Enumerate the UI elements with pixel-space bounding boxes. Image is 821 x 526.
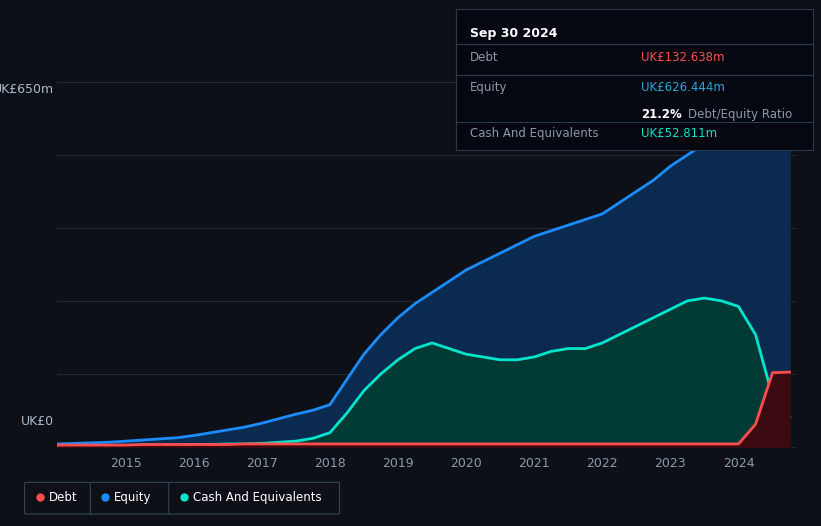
Text: UK£650m: UK£650m xyxy=(0,83,54,96)
FancyBboxPatch shape xyxy=(169,482,340,514)
Text: Cash And Equivalents: Cash And Equivalents xyxy=(193,491,321,503)
Text: Sep 30 2024: Sep 30 2024 xyxy=(470,27,557,41)
Text: Cash And Equivalents: Cash And Equivalents xyxy=(470,127,599,140)
Text: UK£0: UK£0 xyxy=(21,414,54,428)
Text: UK£132.638m: UK£132.638m xyxy=(641,51,725,64)
Text: Debt/Equity Ratio: Debt/Equity Ratio xyxy=(688,108,792,120)
Text: 21.2%: 21.2% xyxy=(641,108,682,120)
Text: Debt: Debt xyxy=(48,491,77,503)
Text: UK£626.444m: UK£626.444m xyxy=(641,81,725,94)
Text: Equity: Equity xyxy=(470,81,507,94)
Text: UK£52.811m: UK£52.811m xyxy=(641,127,718,140)
FancyBboxPatch shape xyxy=(90,482,172,514)
Text: Equity: Equity xyxy=(114,491,152,503)
Text: Debt: Debt xyxy=(470,51,498,64)
FancyBboxPatch shape xyxy=(25,482,93,514)
